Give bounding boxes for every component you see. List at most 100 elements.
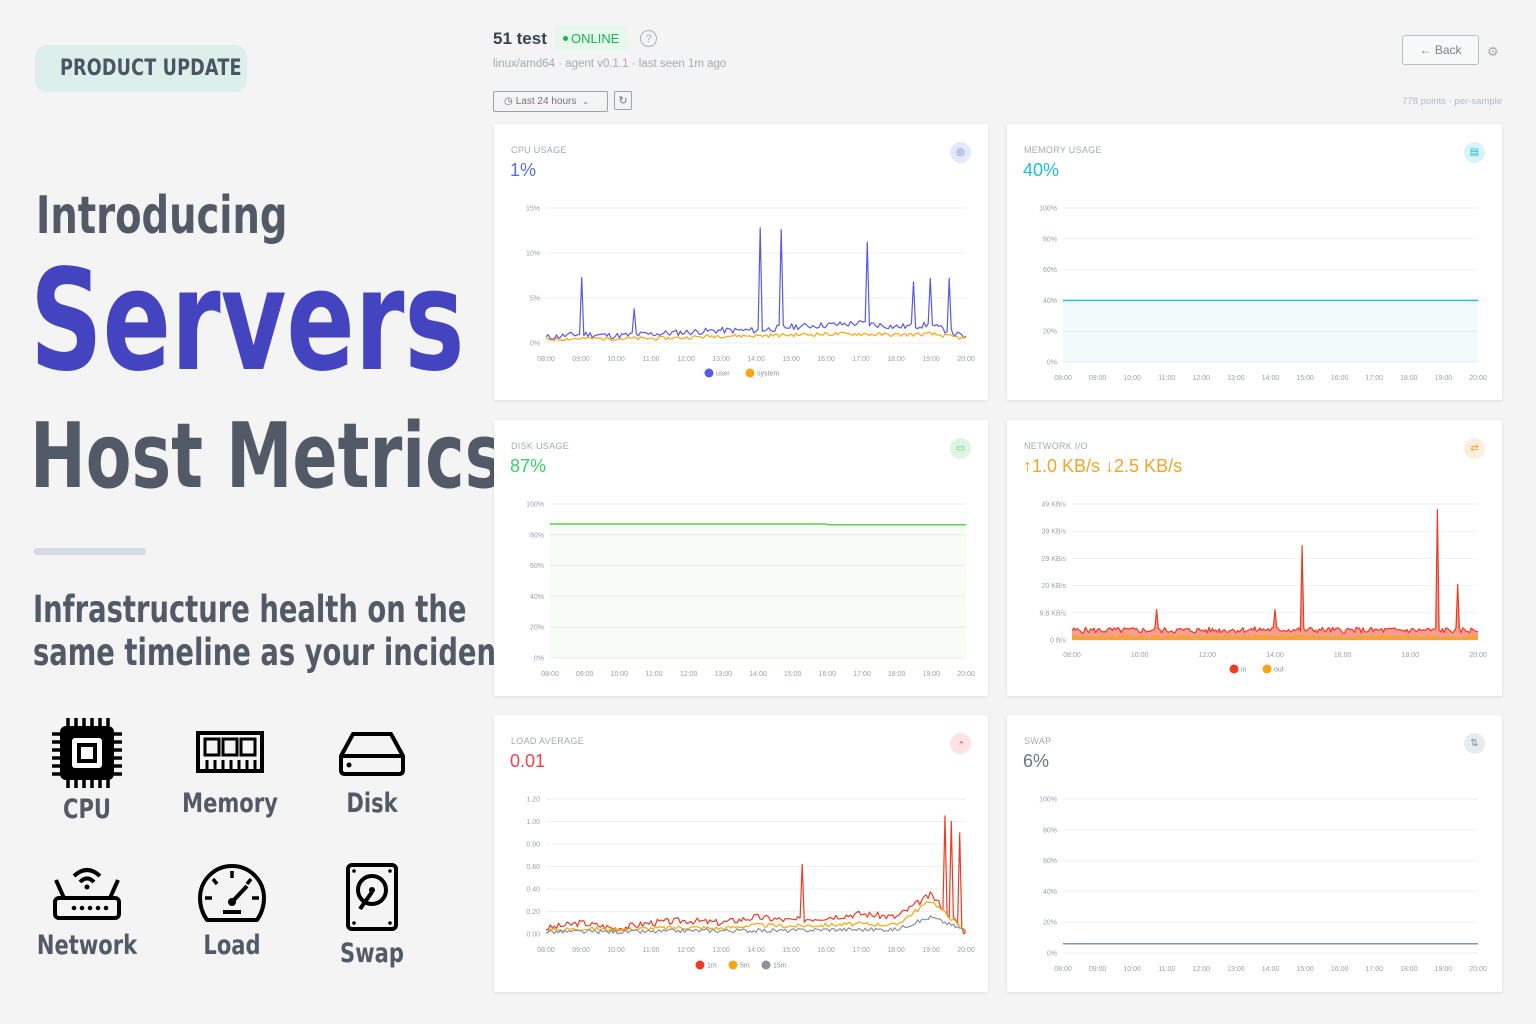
legend-label: user: [716, 371, 730, 378]
y-tick-label: 40%: [1043, 889, 1057, 896]
x-tick-label: 11:00: [1158, 375, 1175, 382]
x-tick-label: 10:00: [1123, 375, 1141, 382]
x-tick-label: 20:00: [957, 356, 975, 363]
x-tick-label: 08:00: [1054, 966, 1072, 973]
x-tick-label: 18:00: [1402, 652, 1420, 659]
x-tick-label: 16:00: [1331, 375, 1349, 382]
card-value: 87%: [510, 456, 547, 476]
y-tick-label: 0%: [534, 656, 544, 663]
y-tick-label: 60%: [1043, 267, 1057, 274]
online-dot-icon: [563, 36, 568, 41]
network-card: NETWORK I/O ↑1.0 KB/s ↓2.5 KB/s ⇄ 49 KB/…: [1007, 420, 1502, 696]
x-tick-label: 18:00: [1400, 375, 1418, 382]
y-tick-label: 20%: [1043, 329, 1057, 336]
help-icon[interactable]: ?: [640, 30, 657, 47]
subheadline: Host Metrics: [30, 404, 505, 509]
x-tick-label: 16:00: [1334, 652, 1352, 659]
load-card: LOAD AVERAGE 0.01 ◔ 1.20 1.00 0.80 0.60 0.40…: [494, 715, 988, 992]
feature-label: Swap: [340, 938, 404, 969]
x-tick-label: 12:00: [1193, 966, 1211, 973]
y-tick-label: 0.40: [526, 887, 540, 894]
series-line-15m: [545, 915, 967, 935]
swap-icon: ⇅: [1464, 733, 1485, 754]
y-tick-label: 0%: [1047, 360, 1057, 367]
x-tick-label: 08:00: [541, 671, 559, 678]
gauge-icon: [198, 864, 266, 922]
x-tick-label: 12:00: [1193, 375, 1211, 382]
y-tick-label: 40%: [530, 594, 544, 601]
disk-icon: ▭: [950, 438, 971, 459]
x-tick-label: 13:00: [712, 356, 730, 363]
x-tick-label: 08:00: [1054, 375, 1072, 382]
legend-marker: [695, 960, 705, 970]
x-tick-label: 10:00: [1123, 966, 1141, 973]
card-title: CPU USAGE: [511, 145, 567, 155]
x-tick-label: 10:00: [607, 947, 625, 954]
back-button[interactable]: ← Back: [1402, 35, 1479, 65]
x-tick-label: 20:00: [957, 671, 975, 678]
clock-icon: ◷: [504, 96, 513, 107]
x-tick-label: 17:00: [853, 671, 871, 678]
cpu-card: CPU USAGE 1% ◎ 15% 10% 5% 0% 08:00 09:00 10:00…: [494, 124, 988, 400]
card-title: DISK USAGE: [511, 441, 570, 451]
x-tick-label: 19:00: [922, 947, 940, 954]
memory-icon: ▤: [1464, 142, 1485, 163]
series-line-in: [1071, 509, 1479, 634]
x-tick-label: 13:00: [1227, 375, 1245, 382]
feature-network: Network: [22, 862, 152, 961]
y-tick-label: 0.80: [526, 842, 540, 849]
x-tick-label: 18:00: [888, 671, 906, 678]
legend-label: in: [1241, 667, 1247, 674]
x-tick-label: 09:00: [576, 671, 594, 678]
feature-memory: Memory: [165, 720, 295, 819]
x-tick-label: 11:00: [643, 947, 660, 954]
y-tick-label: 0.20: [526, 909, 540, 916]
x-tick-label: 16:00: [817, 947, 835, 954]
memory-card: MEMORY USAGE 40% ▤ 100% 80% 60% 40% 20% 0% 08:…: [1007, 124, 1502, 400]
refresh-button[interactable]: ↻: [614, 91, 632, 110]
y-tick-label: 80%: [1043, 236, 1057, 243]
y-tick-label: 1.00: [526, 819, 540, 826]
x-tick-label: 14:00: [1262, 375, 1280, 382]
legend-label: 1m: [707, 963, 717, 970]
card-value: 40%: [1023, 160, 1060, 180]
network-icon: ⇄: [1464, 438, 1485, 459]
series-line-5m: [545, 901, 967, 934]
status-badge: ONLINE: [554, 26, 629, 51]
y-tick-label: 9.8 KB/s: [1040, 610, 1067, 617]
x-tick-label: 14:00: [749, 671, 767, 678]
x-tick-label: 09:00: [572, 356, 590, 363]
y-tick-label: 0 B/s: [1050, 638, 1066, 645]
y-tick-label: 80%: [1043, 827, 1057, 834]
x-tick-label: 14:00: [747, 356, 765, 363]
series-area: [1063, 300, 1478, 362]
x-tick-label: 10:00: [607, 356, 625, 363]
cpu-chart: 15% 10% 5% 0% 08:00 09:00 10:00 11:00 12:00 13:00…: [526, 206, 975, 378]
network-chart: 49 KB/s 39 KB/s 29 KB/s 20 KB/s 9.8 KB/s 0 B/…: [1040, 502, 1487, 674]
x-tick-label: 11:00: [643, 356, 660, 363]
feature-label: Disk: [346, 788, 398, 819]
y-tick-label: 60%: [1043, 858, 1057, 865]
card-value: 1%: [510, 160, 537, 180]
y-tick-label: 80%: [530, 532, 544, 539]
x-tick-label: 11:00: [1158, 966, 1175, 973]
x-tick-label: 13:00: [1227, 966, 1245, 973]
disk-chart: 100% 80% 60% 40% 20% 0% 08:00 09:00 10:00 11:00 12…: [526, 502, 975, 679]
y-tick-label: 20%: [1043, 920, 1057, 927]
time-range-select[interactable]: ◷ Last 24 hours ⌄: [493, 91, 608, 112]
y-tick-label: 20%: [530, 625, 544, 632]
disk-icon: [339, 732, 405, 776]
y-tick-label: 15%: [526, 206, 540, 213]
feature-label: Network: [36, 930, 138, 961]
x-tick-label: 12:00: [677, 356, 695, 363]
x-tick-label: 18:00: [887, 356, 905, 363]
feature-label: Load: [203, 930, 261, 961]
status-label: ONLINE: [571, 31, 620, 46]
gear-icon[interactable]: ⚙: [1487, 44, 1499, 59]
feature-swap: Swap: [307, 862, 437, 969]
x-tick-label: 13:00: [715, 671, 733, 678]
card-value: 0.01: [510, 751, 546, 771]
x-tick-label: 20:00: [957, 947, 975, 954]
x-tick-label: 16:00: [1331, 966, 1349, 973]
x-tick-label: 15:00: [782, 356, 800, 363]
